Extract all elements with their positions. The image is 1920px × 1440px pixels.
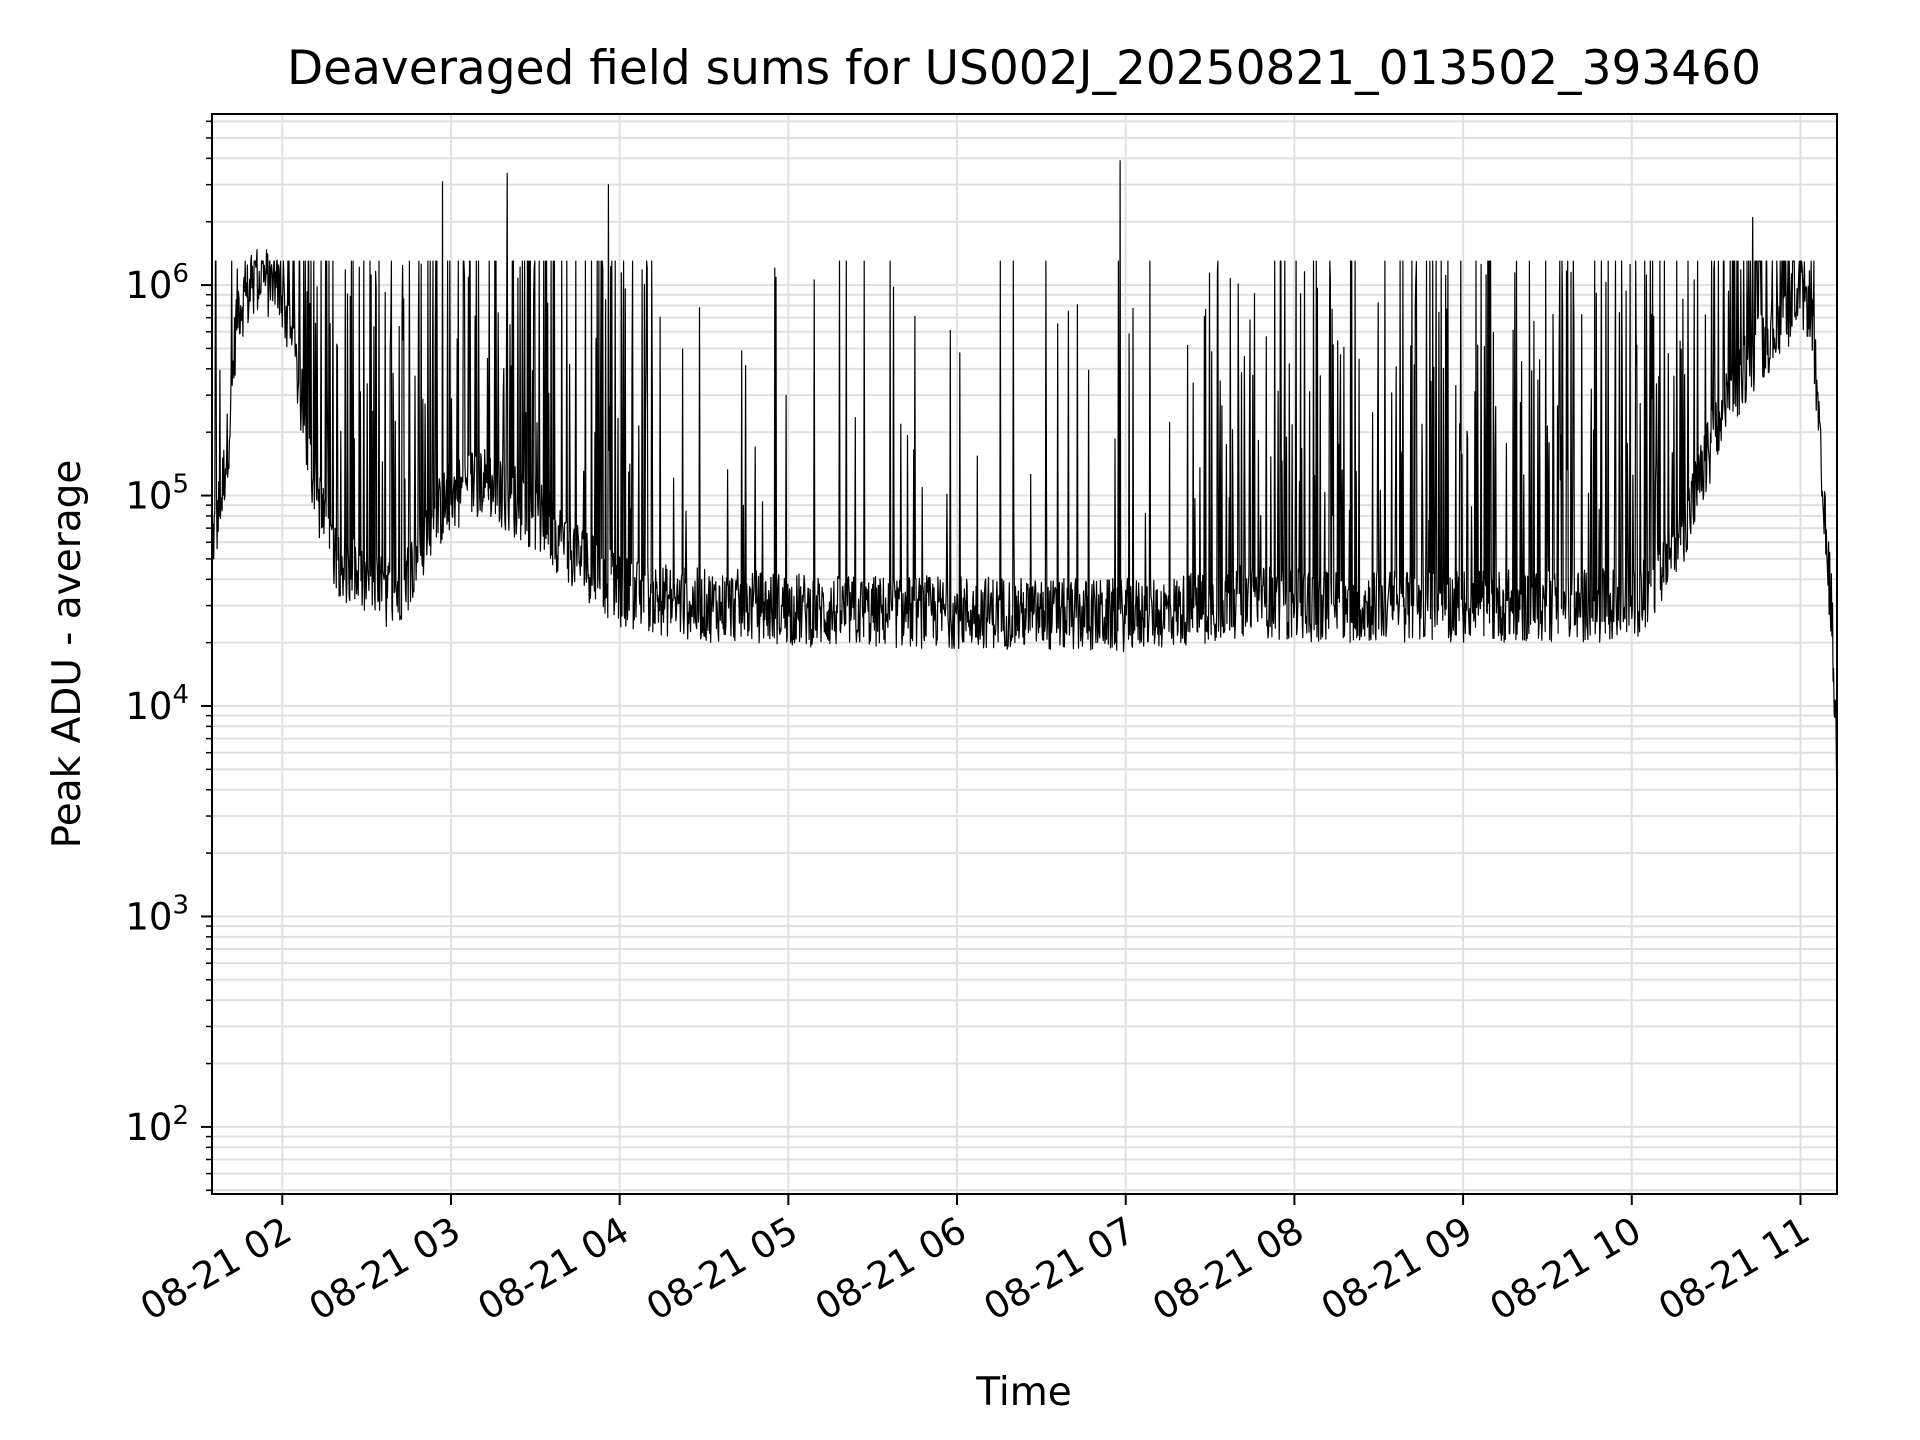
y-tick-label: 102 xyxy=(125,1101,189,1149)
y-tick-label: 105 xyxy=(125,470,189,518)
series-line xyxy=(211,160,1838,796)
y-axis-label: Peak ADU - average xyxy=(45,460,90,849)
chart-title: Deaveraged field sums for US002J_2025082… xyxy=(287,41,1761,96)
y-axis: 102 103 104 105 106 xyxy=(125,120,212,1192)
y-tick-label: 104 xyxy=(125,680,189,728)
y-tick-label: 106 xyxy=(125,259,189,307)
x-axis-label: Time xyxy=(975,1370,1071,1415)
plot-frame xyxy=(211,113,1838,1195)
series-path xyxy=(211,160,1838,796)
y-tick-label: 103 xyxy=(125,890,189,938)
